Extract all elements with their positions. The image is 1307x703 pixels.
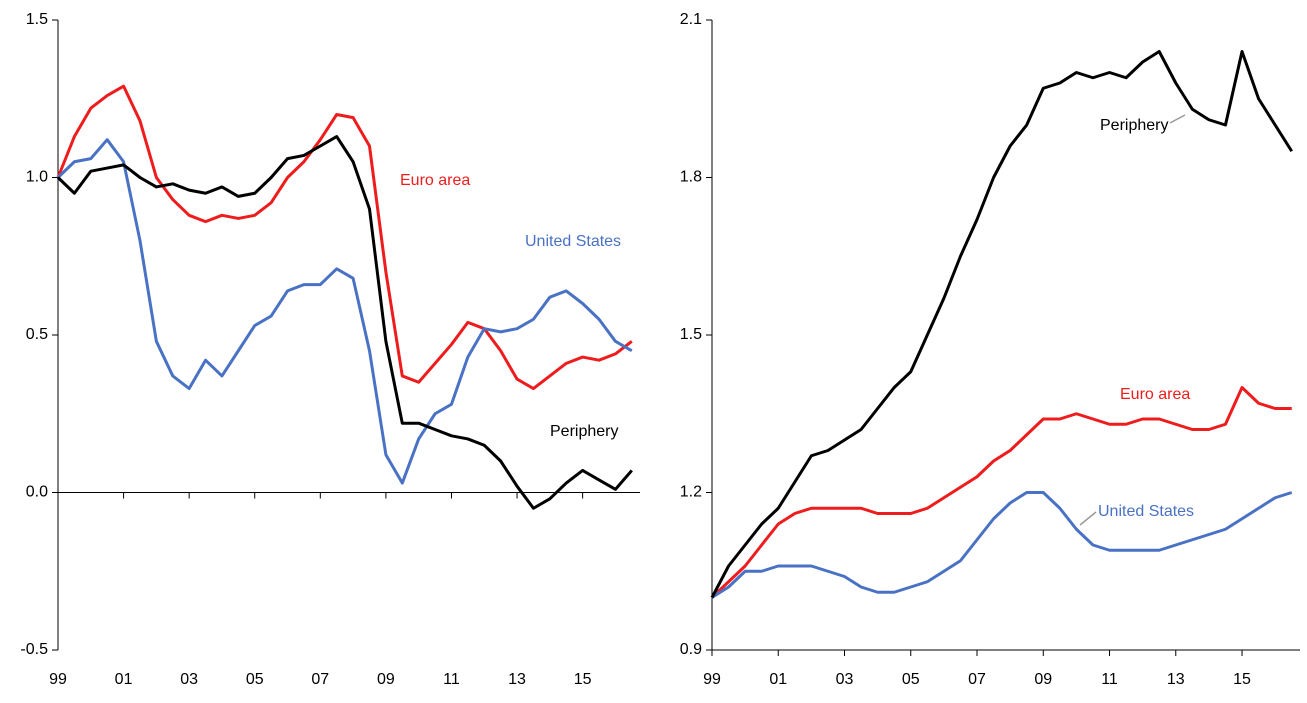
- series-label: United States: [1098, 503, 1194, 520]
- series-line: [710, 50, 1293, 599]
- y-tick-label: 1.2: [680, 484, 702, 501]
- y-tick-label: 1.0: [26, 169, 48, 186]
- label-leader: [1169, 114, 1186, 124]
- series-label: Euro area: [400, 172, 470, 189]
- x-tick-label: 01: [769, 671, 787, 688]
- x-tick-label: 07: [968, 671, 986, 688]
- x-tick-label: 99: [703, 671, 721, 688]
- series-label: Periphery: [1100, 117, 1168, 134]
- y-tick-label: -0.5: [20, 641, 48, 658]
- series-line: [711, 491, 1293, 599]
- y-tick-label: 2.1: [680, 11, 702, 28]
- x-tick-label: 03: [180, 671, 198, 688]
- y-tick-label: 0.9: [680, 641, 702, 658]
- x-tick-label: 01: [115, 671, 133, 688]
- y-tick-label: 0.5: [26, 326, 48, 343]
- y-tick-label: 1.8: [680, 169, 702, 186]
- series-label: United States: [525, 233, 621, 250]
- y-tick-label: 1.5: [26, 11, 48, 28]
- x-tick-label: 11: [443, 671, 460, 688]
- x-tick-label: 99: [49, 671, 67, 688]
- series-line: [710, 386, 1292, 599]
- x-tick-label: 05: [902, 671, 920, 688]
- x-tick-label: 15: [574, 671, 592, 688]
- x-tick-label: 05: [246, 671, 264, 688]
- series-label: Euro area: [1120, 386, 1190, 403]
- x-tick-label: 15: [1233, 671, 1251, 688]
- x-tick-label: 07: [311, 671, 329, 688]
- x-tick-label: 09: [377, 671, 395, 688]
- x-tick-label: 03: [836, 671, 854, 688]
- label-leader: [1079, 511, 1097, 526]
- y-tick-label: 1.5: [680, 326, 702, 343]
- series-line: [56, 138, 633, 485]
- x-tick-label: 13: [508, 671, 526, 688]
- series-line: [56, 135, 633, 510]
- y-tick-label: 0.0: [26, 484, 48, 501]
- series-label: Periphery: [550, 423, 618, 440]
- series-line: [56, 84, 633, 391]
- x-tick-label: 09: [1034, 671, 1052, 688]
- x-tick-label: 13: [1167, 671, 1185, 688]
- x-tick-label: 11: [1101, 671, 1118, 688]
